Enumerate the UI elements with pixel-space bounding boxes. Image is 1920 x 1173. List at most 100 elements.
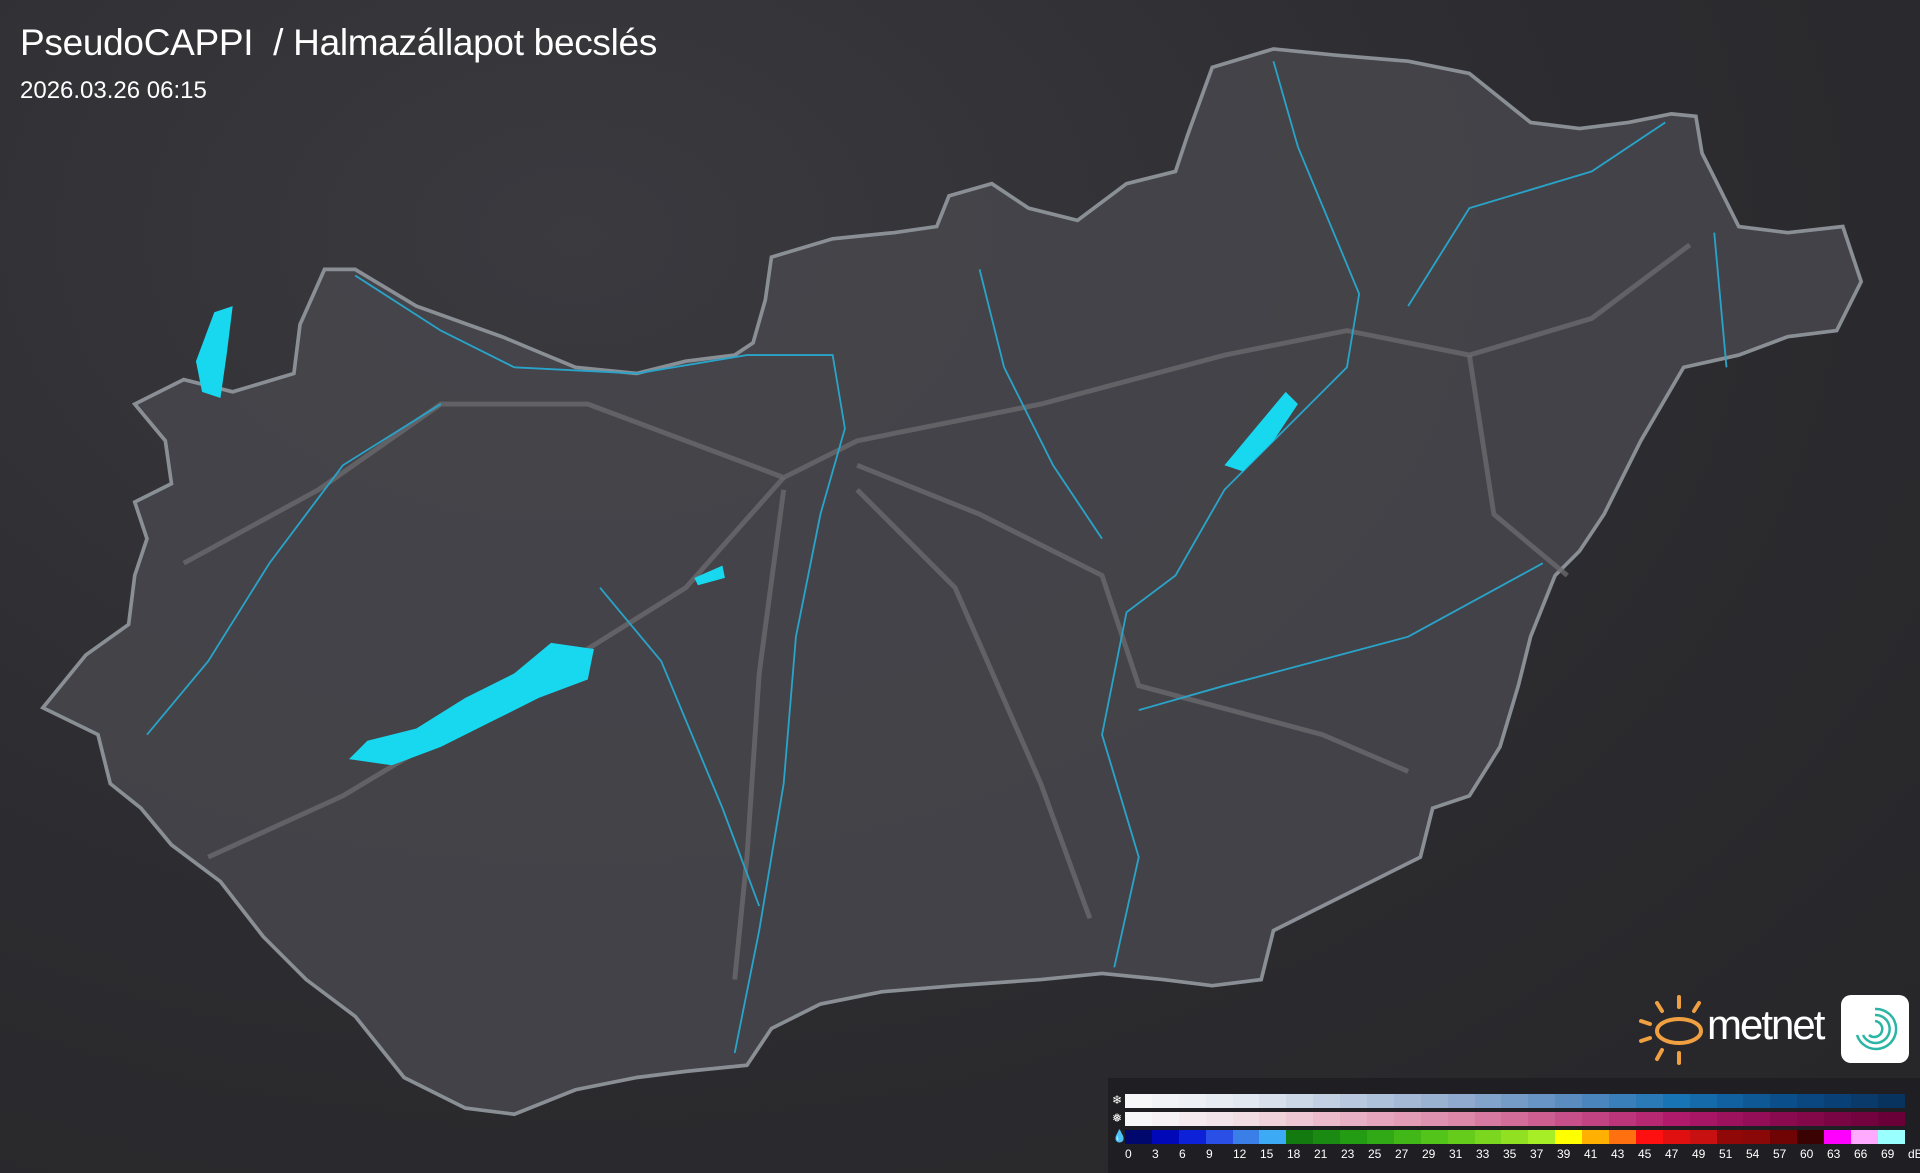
legend-mixed-swatch bbox=[1716, 1112, 1744, 1126]
snowflake-icon: ❄ bbox=[1112, 1093, 1123, 1107]
legend-mixed-swatch bbox=[1851, 1112, 1878, 1126]
legend-tick-label: 57 bbox=[1773, 1147, 1787, 1161]
legend-snow-swatch bbox=[1178, 1094, 1206, 1108]
sun-logo-icon bbox=[1639, 995, 1703, 1065]
legend-snow-swatch bbox=[1824, 1094, 1852, 1108]
legend-snow-swatch bbox=[1797, 1094, 1825, 1108]
metnet-logo: metnet bbox=[1637, 993, 1917, 1065]
legend-mixed-swatch bbox=[1259, 1112, 1287, 1126]
legend-tick-label: 18 bbox=[1287, 1147, 1301, 1161]
legend-rain-swatch bbox=[1609, 1130, 1636, 1144]
legend-rain-scale bbox=[1125, 1130, 1905, 1144]
legend-mixed-swatch bbox=[1609, 1112, 1636, 1126]
legend-rain-swatch bbox=[1582, 1130, 1610, 1144]
legend-mixed-swatch bbox=[1286, 1112, 1314, 1126]
legend-mixed-swatch bbox=[1582, 1112, 1610, 1126]
raindrop-icon: 💧 bbox=[1112, 1129, 1127, 1143]
legend-tick-label: 54 bbox=[1746, 1147, 1760, 1161]
legend-tick-label: 15 bbox=[1260, 1147, 1274, 1161]
legend-rain-swatch bbox=[1851, 1130, 1878, 1144]
legend-snow-swatch bbox=[1205, 1094, 1233, 1108]
legend-mixed-swatch bbox=[1340, 1112, 1368, 1126]
legend-tick-label: 39 bbox=[1557, 1147, 1571, 1161]
legend-rain-swatch bbox=[1313, 1130, 1341, 1144]
legend-mixed-swatch bbox=[1743, 1112, 1771, 1126]
legend-tick-label: 51 bbox=[1719, 1147, 1733, 1161]
legend-snow-swatch bbox=[1716, 1094, 1744, 1108]
legend-tick-label: 27 bbox=[1395, 1147, 1409, 1161]
legend-rain-swatch bbox=[1393, 1130, 1421, 1144]
legend-tick-label: 23 bbox=[1341, 1147, 1355, 1161]
legend-snow-swatch bbox=[1340, 1094, 1368, 1108]
legend-rain-swatch bbox=[1232, 1130, 1260, 1144]
legend-rain-swatch bbox=[1501, 1130, 1529, 1144]
legend-tick-label: 63 bbox=[1827, 1147, 1841, 1161]
legend-snow-swatch bbox=[1770, 1094, 1798, 1108]
legend-tick-label: 45 bbox=[1638, 1147, 1652, 1161]
legend-rain-swatch bbox=[1716, 1130, 1744, 1144]
lake-velence bbox=[694, 565, 725, 586]
legend-mixed-swatch bbox=[1555, 1112, 1583, 1126]
legend-tick-label: 35 bbox=[1503, 1147, 1517, 1161]
legend-snow-swatch bbox=[1125, 1094, 1152, 1108]
legend-snow-swatch bbox=[1367, 1094, 1394, 1108]
legend-mixed-swatch bbox=[1313, 1112, 1341, 1126]
legend-tick-label: 29 bbox=[1422, 1147, 1436, 1161]
legend-tick-label: 12 bbox=[1233, 1147, 1247, 1161]
legend-tick-label: 41 bbox=[1584, 1147, 1598, 1161]
legend-rain-swatch bbox=[1770, 1130, 1798, 1144]
legend-tick-label: 37 bbox=[1530, 1147, 1544, 1161]
legend-rain-swatch bbox=[1474, 1130, 1502, 1144]
legend-mixed-swatch bbox=[1367, 1112, 1394, 1126]
legend-tick-label: 43 bbox=[1611, 1147, 1625, 1161]
legend-mixed-swatch bbox=[1635, 1112, 1663, 1126]
legend-rain-swatch bbox=[1528, 1130, 1556, 1144]
legend-mixed-swatch bbox=[1474, 1112, 1502, 1126]
legend-mixed-swatch bbox=[1877, 1112, 1905, 1126]
legend-snow-scale bbox=[1125, 1094, 1905, 1108]
legend-snow-swatch bbox=[1851, 1094, 1878, 1108]
legend-snow-swatch bbox=[1420, 1094, 1448, 1108]
legend-tick-label: 66 bbox=[1854, 1147, 1868, 1161]
app-badge-icon bbox=[1841, 995, 1909, 1063]
legend-mixed-swatch bbox=[1797, 1112, 1825, 1126]
legend-mixed-swatch bbox=[1501, 1112, 1529, 1126]
legend-tick-label: 49 bbox=[1692, 1147, 1706, 1161]
legend-mixed-swatch bbox=[1151, 1112, 1179, 1126]
legend-labels: 0 3 6 9 12 15 18 21 23 25 27 29 31 33 35 37 39 41 43 45 47 49… bbox=[1125, 1147, 1920, 1161]
mixed-icon: ❅ bbox=[1112, 1111, 1123, 1125]
legend-snow-swatch bbox=[1393, 1094, 1421, 1108]
legend-mixed-swatch bbox=[1824, 1112, 1852, 1126]
legend-rain-swatch bbox=[1824, 1130, 1852, 1144]
legend-tick-label: 33 bbox=[1476, 1147, 1490, 1161]
legend-snow-swatch bbox=[1582, 1094, 1610, 1108]
legend-rain-swatch bbox=[1420, 1130, 1448, 1144]
legend-mixed-swatch bbox=[1232, 1112, 1260, 1126]
legend-mixed-swatch bbox=[1205, 1112, 1233, 1126]
legend-rain-swatch bbox=[1178, 1130, 1206, 1144]
legend-snow-swatch bbox=[1501, 1094, 1529, 1108]
legend-rain-swatch bbox=[1447, 1130, 1475, 1144]
legend-rain-swatch bbox=[1877, 1130, 1905, 1144]
legend-mixed-swatch bbox=[1528, 1112, 1556, 1126]
legend-mixed-swatch bbox=[1662, 1112, 1690, 1126]
legend-tick-label: 69 bbox=[1881, 1147, 1895, 1161]
legend-tick-label: 3 bbox=[1152, 1147, 1159, 1161]
legend-snow-swatch bbox=[1286, 1094, 1314, 1108]
legend-rain-swatch bbox=[1367, 1130, 1394, 1144]
legend-rain-swatch bbox=[1286, 1130, 1314, 1144]
legend-rain-swatch bbox=[1125, 1130, 1152, 1144]
legend-tick-label: 9 bbox=[1206, 1147, 1213, 1161]
legend-rain-swatch bbox=[1743, 1130, 1771, 1144]
legend-snow-swatch bbox=[1528, 1094, 1556, 1108]
legend-tick-label: 21 bbox=[1314, 1147, 1328, 1161]
legend-unit-label: dBZ bbox=[1908, 1147, 1920, 1161]
legend-mixed-swatch bbox=[1770, 1112, 1798, 1126]
legend-rain-swatch bbox=[1555, 1130, 1583, 1144]
legend-rain-swatch bbox=[1340, 1130, 1368, 1144]
legend-mixed-swatch bbox=[1178, 1112, 1206, 1126]
legend-snow-swatch bbox=[1689, 1094, 1717, 1108]
river-network bbox=[146, 60, 1728, 1054]
legend-mixed-swatch bbox=[1393, 1112, 1421, 1126]
